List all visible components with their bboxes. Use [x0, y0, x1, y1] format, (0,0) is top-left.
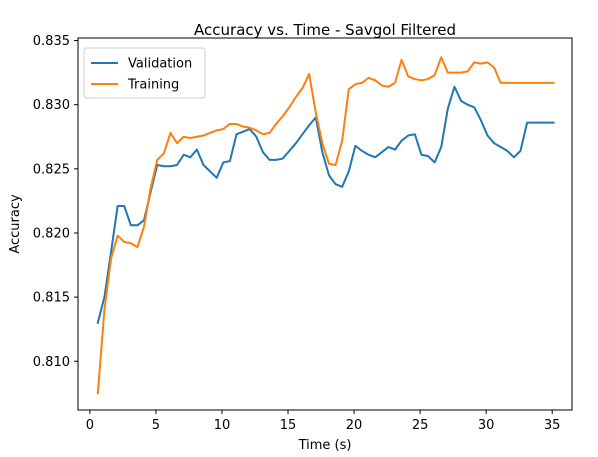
legend-label-training: Training [127, 78, 179, 93]
x-tick-label: 5 [152, 418, 160, 433]
legend-box [83, 47, 206, 99]
series-line-training [96, 56, 555, 395]
x-tick-label: 35 [544, 418, 561, 433]
plot-frame [77, 37, 573, 411]
legend: Validation Training [83, 47, 206, 99]
y-tick-label: 0.810 [33, 355, 70, 370]
y-axis-label: Accuracy [8, 194, 23, 254]
y-axis: 0.810 0.815 0.820 0.825 0.830 0.835 [33, 34, 78, 370]
chart-title: Accuracy vs. Time - Savgol Filtered [194, 21, 456, 39]
y-tick-label: 0.825 [33, 162, 70, 177]
x-tick-label: 25 [412, 418, 429, 433]
x-tick-label: 10 [214, 418, 231, 433]
x-tick-label: 30 [478, 418, 495, 433]
y-tick-label: 0.820 [33, 226, 70, 241]
y-tick-label: 0.835 [33, 34, 70, 49]
legend-label-validation: Validation [128, 57, 192, 72]
x-tick-label: 0 [86, 418, 94, 433]
series-layer [96, 56, 555, 395]
y-tick-label: 0.815 [33, 291, 70, 306]
x-axis-label: Time (s) [298, 438, 352, 453]
x-tick-label: 15 [280, 418, 297, 433]
x-tick-label: 20 [346, 418, 363, 433]
series-line-validation [96, 85, 555, 324]
x-axis: 0 5 10 15 20 25 30 35 [86, 410, 561, 433]
y-tick-label: 0.830 [33, 98, 70, 113]
